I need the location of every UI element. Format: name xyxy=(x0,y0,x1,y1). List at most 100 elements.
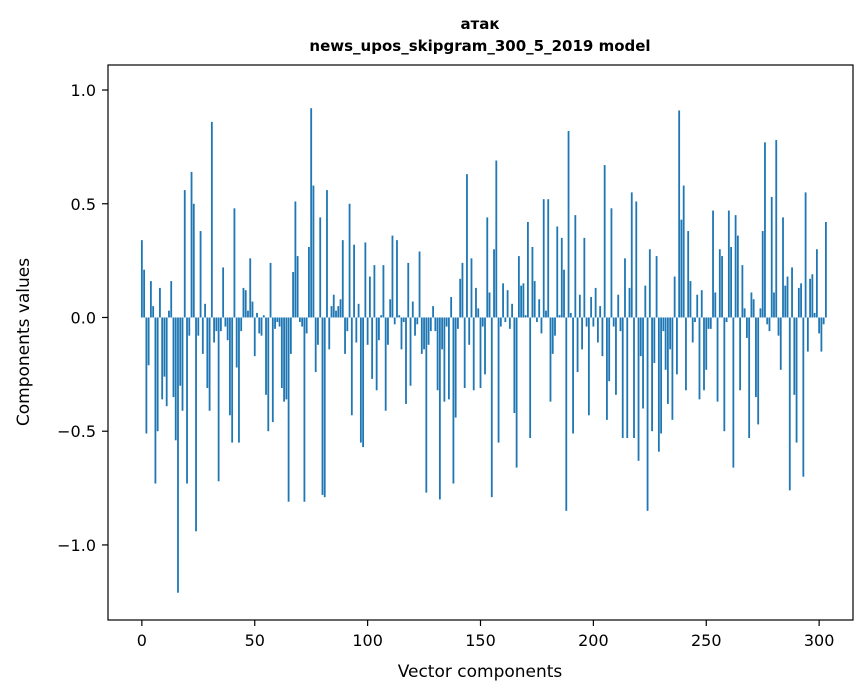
bar-component-178 xyxy=(542,199,545,318)
bar-component-197 xyxy=(585,317,588,327)
bar-component-67 xyxy=(292,271,295,318)
bar-component-66 xyxy=(289,317,292,354)
bar-component-90 xyxy=(344,317,346,354)
bar-component-166 xyxy=(515,317,518,468)
bar-component-51 xyxy=(256,312,258,318)
bar-component-115 xyxy=(400,317,403,350)
bar-component-227 xyxy=(653,317,656,363)
bar-component-171 xyxy=(527,221,529,318)
bar-component-208 xyxy=(610,208,613,318)
x-tick-label: 0 xyxy=(137,631,147,650)
bar-component-61 xyxy=(278,317,281,327)
bar-component-114 xyxy=(398,315,401,318)
bar-component-36 xyxy=(222,267,225,318)
bar-component-7 xyxy=(156,317,159,432)
bar-component-199 xyxy=(590,297,593,318)
bar-component-252 xyxy=(709,317,712,329)
bar-series xyxy=(140,108,827,593)
bar-component-294 xyxy=(804,192,807,318)
bar-component-169 xyxy=(522,283,525,318)
bar-component-0 xyxy=(140,240,143,318)
bar-component-287 xyxy=(788,317,791,491)
bar-component-65 xyxy=(287,317,290,502)
bar-component-128 xyxy=(429,317,432,332)
bar-component-44 xyxy=(240,317,243,332)
bar-component-119 xyxy=(409,317,412,386)
bar-component-207 xyxy=(608,317,611,382)
bar-component-123 xyxy=(418,251,421,318)
bar-component-9 xyxy=(161,317,164,400)
bar-component-236 xyxy=(673,276,676,318)
bar-component-43 xyxy=(238,317,240,443)
bar-component-53 xyxy=(260,317,263,336)
y-tick-label: −1.0 xyxy=(57,536,96,555)
bar-component-151 xyxy=(481,317,484,327)
bar-component-46 xyxy=(244,290,247,318)
bar-component-81 xyxy=(323,317,326,498)
bar-component-237 xyxy=(676,317,678,375)
bar-component-190 xyxy=(569,312,572,318)
bar-component-29 xyxy=(206,317,209,388)
bar-component-99 xyxy=(364,242,367,318)
bar-component-64 xyxy=(285,317,288,400)
bar-component-165 xyxy=(513,317,516,414)
bar-component-32 xyxy=(213,317,216,343)
bar-component-275 xyxy=(761,231,764,318)
bar-component-181 xyxy=(549,317,552,402)
bar-component-55 xyxy=(265,317,267,395)
bar-component-195 xyxy=(581,317,583,350)
bar-component-101 xyxy=(368,276,371,318)
bar-component-258 xyxy=(723,317,726,432)
bar-component-107 xyxy=(382,265,385,318)
bar-component-135 xyxy=(445,317,448,327)
bar-component-37 xyxy=(224,317,227,327)
bar-component-157 xyxy=(495,160,498,318)
bar-component-40 xyxy=(231,317,234,443)
bar-component-280 xyxy=(773,292,775,318)
x-tick-label: 300 xyxy=(804,631,835,650)
x-axis-ticks: 0 50 100 150 200 250 300 xyxy=(137,620,835,650)
bar-component-22 xyxy=(190,171,193,318)
bar-component-94 xyxy=(353,244,355,318)
bar-component-228 xyxy=(655,256,658,318)
bar-component-196 xyxy=(583,237,586,318)
plot-frame xyxy=(107,64,854,621)
x-tick-label: 50 xyxy=(245,631,265,650)
bar-component-233 xyxy=(666,317,669,404)
bar-component-296 xyxy=(809,278,812,318)
bar-component-110 xyxy=(389,299,392,318)
bar-component-250 xyxy=(705,317,708,370)
bar-component-299 xyxy=(815,249,818,318)
bar-component-241 xyxy=(685,317,687,391)
bar-component-249 xyxy=(703,317,705,391)
bar-component-105 xyxy=(378,317,380,341)
bar-component-127 xyxy=(427,317,430,345)
bar-component-225 xyxy=(648,249,651,318)
bar-component-278 xyxy=(768,317,771,332)
bar-component-209 xyxy=(612,317,615,327)
bar-component-28 xyxy=(204,303,206,318)
bar-component-84 xyxy=(330,306,333,318)
bar-component-206 xyxy=(606,317,608,420)
y-tick-label: −0.5 xyxy=(57,422,96,441)
bar-component-192 xyxy=(574,215,577,318)
bar-component-14 xyxy=(172,317,175,398)
bar-component-19 xyxy=(183,190,186,318)
bar-component-70 xyxy=(298,317,301,323)
bar-component-35 xyxy=(219,317,222,332)
bar-component-211 xyxy=(617,294,620,318)
bar-component-213 xyxy=(621,317,624,439)
bar-component-21 xyxy=(188,317,191,336)
bar-component-74 xyxy=(308,246,310,318)
bar-component-279 xyxy=(770,196,773,318)
bar-component-113 xyxy=(396,240,398,318)
bar-component-95 xyxy=(355,317,358,343)
bar-component-30 xyxy=(208,317,211,411)
bar-component-174 xyxy=(533,281,536,318)
bar-component-179 xyxy=(545,310,547,318)
bar-component-75 xyxy=(310,108,313,318)
bar-component-132 xyxy=(438,317,441,500)
x-tick-label: 200 xyxy=(578,631,609,650)
bar-component-136 xyxy=(447,317,450,400)
bar-component-245 xyxy=(694,317,696,323)
